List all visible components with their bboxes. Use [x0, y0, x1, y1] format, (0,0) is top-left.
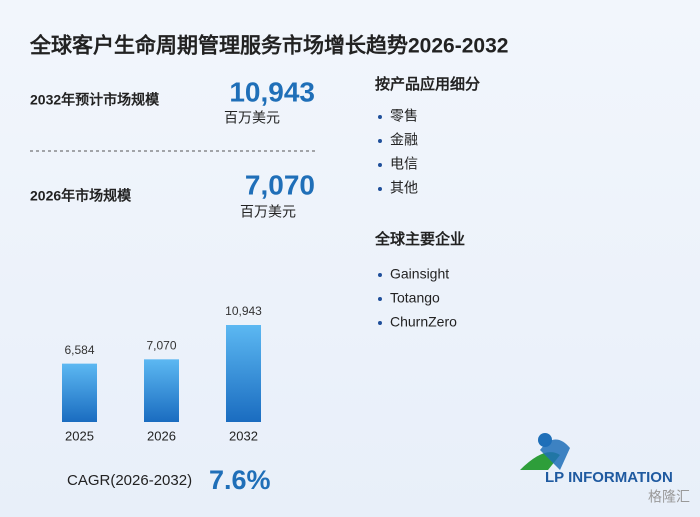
value-label: 10,943: [225, 304, 262, 318]
bullet: [378, 187, 382, 191]
stat-label: 2026年市场规模: [30, 188, 132, 204]
list-item: Totango: [390, 290, 440, 306]
logo: [520, 433, 570, 470]
section-title: 全球主要企业: [374, 230, 465, 248]
bullet: [378, 115, 382, 119]
bar: [226, 325, 261, 422]
list-item: 零售: [390, 108, 418, 124]
bullet: [378, 321, 382, 325]
logo-text: LP INFORMATION: [545, 469, 673, 486]
bullet: [378, 297, 382, 301]
x-tick-label: 2032: [229, 428, 258, 443]
bar: [144, 359, 179, 422]
watermark: 格隆汇: [648, 489, 690, 505]
bar: [62, 363, 97, 422]
title: 全球客户生命周期管理服务市场增长趋势2026-2032: [29, 34, 508, 58]
stat-value: 10,943: [229, 76, 315, 107]
bullet: [378, 139, 382, 143]
bullet: [378, 273, 382, 277]
cagr-value: 7.6%: [209, 465, 271, 495]
list-item: 其他: [390, 180, 418, 196]
list-item: Gainsight: [390, 266, 449, 282]
x-tick-label: 2025: [65, 428, 94, 443]
cagr-label: CAGR(2026-2032): [67, 472, 192, 489]
list-item: 金融: [390, 132, 418, 148]
list-item: ChurnZero: [390, 314, 457, 330]
stat-unit: 百万美元: [240, 204, 296, 220]
bullet: [378, 163, 382, 167]
stat-value: 7,070: [245, 169, 315, 200]
list-item: 电信: [390, 156, 418, 172]
stat-label: 2032年预计市场规模: [30, 92, 160, 108]
x-tick-label: 2026: [147, 428, 176, 443]
value-label: 6,584: [64, 343, 94, 357]
section-title: 按产品应用细分: [375, 75, 480, 93]
value-label: 7,070: [146, 339, 176, 353]
stat-unit: 百万美元: [224, 110, 280, 126]
